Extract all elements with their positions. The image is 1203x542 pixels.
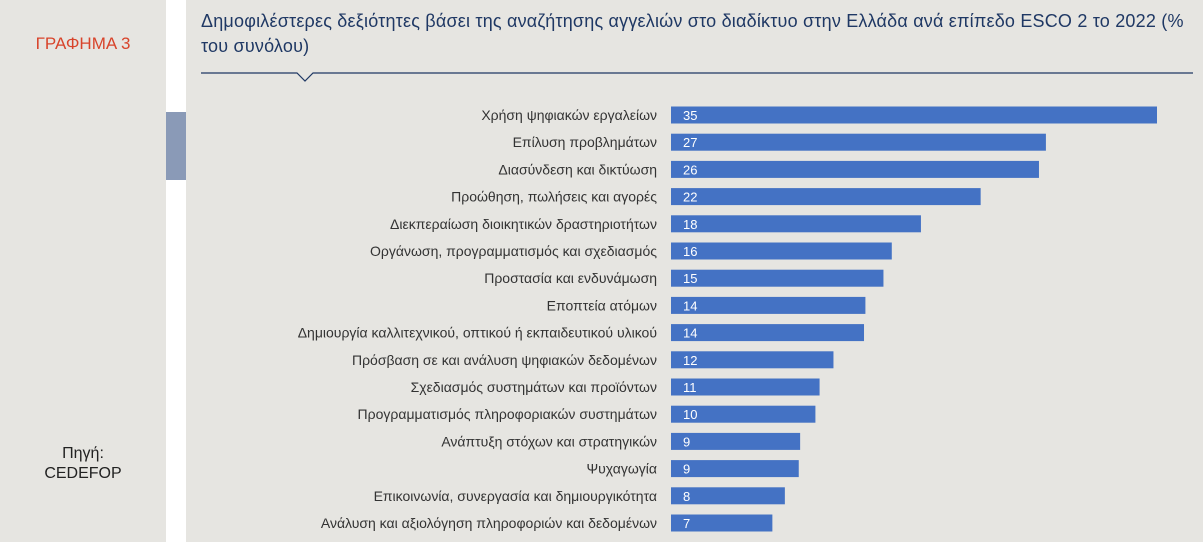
- bar: [671, 514, 773, 532]
- value-label: 16: [683, 244, 697, 259]
- value-label: 11: [683, 380, 697, 395]
- title-rule: [201, 72, 1193, 82]
- category-label: Σχεδιασμός συστημάτων και προϊόντων: [411, 379, 657, 395]
- value-label: 14: [683, 298, 697, 313]
- side-panel: ΓΡΑΦΗΜΑ 3 Πηγή: CEDEFOP: [0, 0, 166, 542]
- bar-chart: Χρήση ψηφιακών εργαλείων 35 Επίλυση προβλη…: [298, 106, 1157, 532]
- category-label: Επικοινωνία, συνεργασία και δημιουργικότ…: [374, 488, 657, 504]
- chart-title: Δημοφιλέστερες δεξιότητες βάσει της αναζ…: [201, 11, 1184, 56]
- bar: [671, 242, 892, 260]
- category-label: Χρήση ψηφιακών εργαλείων: [481, 107, 657, 123]
- chart-panel: Δημοφιλέστερες δεξιότητες βάσει της αναζ…: [186, 0, 1203, 542]
- source-label: Πηγή:: [62, 445, 104, 462]
- bar: [671, 405, 816, 423]
- category-label: Εποπτεία ατόμων: [547, 297, 657, 313]
- category-label: Επίλυση προβλημάτων: [513, 134, 657, 150]
- bar: [671, 106, 1157, 124]
- category-label: Διεκπεραίωση διοικητικών δραστηριοτήτων: [390, 216, 657, 232]
- value-label: 10: [683, 407, 697, 422]
- bar: [671, 378, 820, 396]
- category-label: Δημιουργία καλλιτεχνικού, οπτικού ή εκπα…: [298, 325, 657, 341]
- accent-block: [166, 112, 186, 180]
- bar: [671, 487, 785, 505]
- category-label: Οργάνωση, προγραμματισμός και σχεδιασμός: [370, 243, 657, 259]
- category-label: Προώθηση, πωλήσεις και αγορές: [451, 189, 657, 205]
- value-label: 26: [683, 162, 697, 177]
- bar: [671, 324, 865, 342]
- value-label: 22: [683, 190, 697, 205]
- value-label: 18: [683, 217, 697, 232]
- category-label: Ψυχαγωγία: [586, 461, 657, 477]
- value-label: 7: [683, 516, 690, 531]
- bar: [671, 133, 1046, 151]
- value-label: 27: [683, 135, 697, 150]
- figure-label: ΓΡΑΦΗΜΑ 3: [35, 34, 131, 53]
- value-label: 9: [683, 434, 690, 449]
- value-label: 15: [683, 271, 697, 286]
- bar: [671, 269, 884, 287]
- bar: [671, 188, 981, 206]
- bar: [671, 460, 799, 478]
- category-label: Πρόσβαση σε και ανάλυση ψηφιακών δεδομέν…: [352, 352, 657, 368]
- category-label: Διασύνδεση και δικτύωση: [498, 161, 657, 177]
- source-name: CEDEFOP: [44, 465, 122, 482]
- source-note: Πηγή: CEDEFOP: [0, 444, 166, 484]
- bar: [671, 296, 866, 314]
- bar: [671, 351, 834, 369]
- value-label: 35: [683, 108, 697, 123]
- category-label: Ανάπτυξη στόχων και στρατηγικών: [441, 433, 657, 449]
- bar: [671, 432, 801, 450]
- bar: [671, 160, 1039, 178]
- value-label: 14: [683, 326, 697, 341]
- category-label: Ανάλυση και αξιολόγηση πληροφοριών και δ…: [321, 515, 657, 531]
- value-label: 9: [683, 462, 690, 477]
- category-label: Προγραμματισμός πληροφοριακών συστημάτων: [358, 406, 657, 422]
- category-label: Προστασία και ενδυνάμωση: [484, 270, 657, 286]
- bar: [671, 215, 921, 233]
- value-label: 12: [683, 353, 697, 368]
- value-label: 8: [683, 489, 690, 504]
